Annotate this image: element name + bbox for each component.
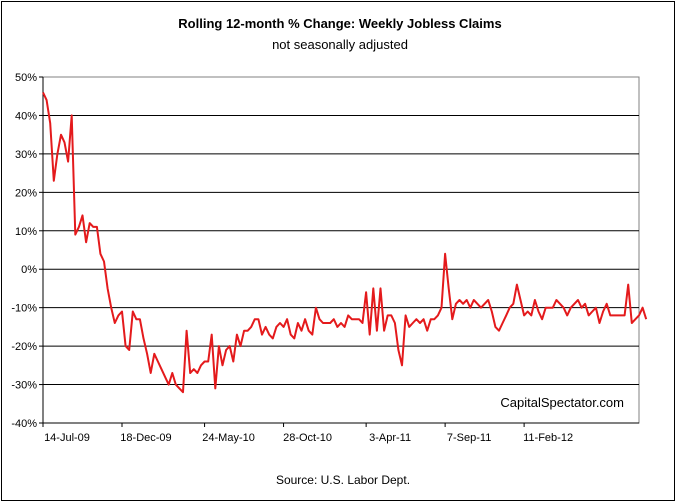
x-tick-label: 3-Apr-11 (369, 432, 411, 444)
x-tick-label: 28-Oct-10 (283, 432, 332, 444)
y-tick-label: 20% (15, 187, 37, 199)
y-axis-ticks: 50% 40% 30% 20% 10% 0% -10% -20% -30% -40% (11, 72, 43, 430)
series-line (42, 91, 648, 394)
chart-title: Rolling 12-month % Change: Weekly Jobles… (178, 16, 501, 31)
y-tick-label: -10% (11, 303, 37, 315)
y-tick-label: -30% (11, 380, 37, 392)
gridlines (43, 114, 639, 386)
x-tick-label: 18-Dec-09 (120, 432, 171, 444)
x-axis-ticks: 14-Jul-09 18-Dec-09 24-May-10 28-Oct-10 3-Ap… (42, 423, 573, 444)
y-tick-label: 10% (15, 226, 37, 238)
source-note: Source: U.S. Labor Dept. (276, 473, 410, 487)
watermark-text: CapitalSpectator.com (500, 395, 624, 410)
x-tick-label: 7-Sep-11 (447, 432, 491, 444)
y-tick-label: -40% (11, 418, 37, 430)
series-layer (42, 91, 648, 394)
y-tick-label: 40% (15, 110, 37, 122)
x-tick-label: 24-May-10 (202, 432, 255, 444)
y-tick-label: 30% (15, 149, 37, 161)
chart-subtitle: not seasonally adjusted (272, 37, 408, 52)
y-tick-label: 50% (15, 72, 37, 84)
plot-area (42, 76, 640, 424)
x-tick-label: 14-Jul-09 (44, 432, 90, 444)
y-tick-label: 0% (21, 264, 37, 276)
y-tick-label: -20% (11, 341, 37, 353)
x-tick-label: 11-Feb-12 (523, 432, 573, 444)
